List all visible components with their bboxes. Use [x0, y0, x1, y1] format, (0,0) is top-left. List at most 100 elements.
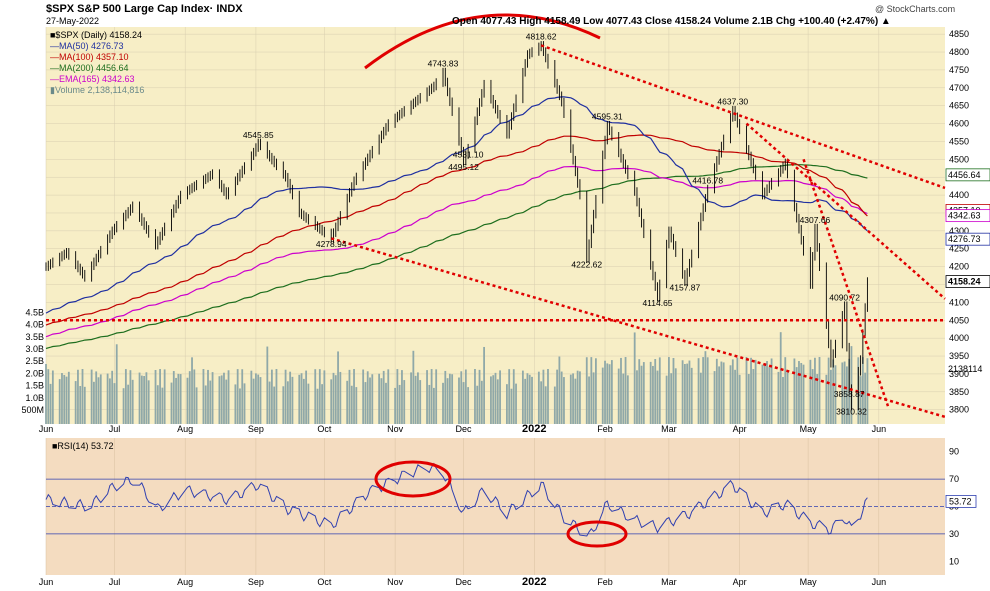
volume-bar — [209, 380, 212, 424]
volume-bar — [754, 359, 757, 424]
volume-bar — [834, 365, 837, 424]
volume-bar — [745, 357, 748, 424]
volume-bar — [97, 377, 100, 424]
volume-bar — [718, 366, 721, 424]
volume-bar — [435, 369, 438, 424]
rsi-value-box — [945, 495, 977, 508]
price-month-label: Dec — [456, 424, 473, 434]
volume-bar — [451, 374, 454, 424]
volume-bar — [464, 369, 467, 424]
price-annotation: 4307.66 — [800, 215, 831, 225]
volume-bar — [798, 361, 800, 424]
volume-bar — [786, 371, 789, 424]
volume-bar — [204, 385, 207, 424]
price-month-label: Sep — [248, 424, 264, 434]
volume-bar — [414, 375, 417, 424]
price-annotation: 4222.62 — [571, 259, 602, 269]
volume-bar — [193, 369, 196, 424]
volume-bar — [574, 378, 577, 424]
volume-bar — [722, 362, 725, 424]
volume-tick-label: 4.0B — [25, 320, 44, 330]
price-annotation: 3858.87 — [834, 389, 865, 399]
price-annotation: 3810.32 — [836, 407, 867, 417]
volume-bar — [729, 365, 732, 424]
price-value-box — [945, 209, 990, 223]
price-value-label: 4342.63 — [948, 211, 981, 221]
legend-ma200: —MA(200) 4456.64 — [50, 63, 129, 73]
volume-bar — [674, 368, 677, 424]
price-value-label: 4158.24 — [948, 277, 981, 287]
volume-bar — [617, 368, 620, 424]
volume-bar — [321, 384, 323, 424]
volume-bar — [202, 369, 205, 424]
volume-bar — [706, 357, 709, 424]
rsi-tick-label: 90 — [949, 447, 959, 457]
volume-bar — [61, 373, 63, 424]
volume-bar — [506, 384, 508, 424]
volume-bar — [704, 351, 707, 424]
volume-bar — [412, 350, 415, 424]
volume-bar — [843, 361, 846, 424]
volume-bar — [140, 375, 143, 424]
volume-bar — [90, 369, 93, 424]
volume-bar — [841, 362, 844, 424]
volume-tick-label: 1.5B — [25, 381, 44, 391]
rsi-tick-label: 10 — [949, 556, 959, 566]
trendline — [802, 158, 890, 407]
price-month-label: Jul — [109, 424, 121, 434]
volume-bar — [521, 370, 524, 424]
volume-bar — [444, 370, 447, 424]
volume-bar — [51, 370, 54, 424]
axis-labels: 3800385039003950400040504100415042004250… — [21, 29, 990, 588]
volume-bar — [207, 369, 209, 424]
volume-bar — [225, 379, 228, 424]
volume-bar — [462, 382, 465, 424]
volume-bar — [731, 359, 734, 424]
volume-bar — [430, 369, 433, 424]
legend-price: ■$SPX (Daily) 4158.24 — [50, 30, 142, 40]
price-tick-label: 4550 — [949, 136, 969, 146]
price-annotation: 4157.87 — [670, 283, 701, 293]
volume-bar — [323, 370, 326, 424]
volume-bar — [594, 358, 597, 424]
volume-bar — [330, 379, 333, 424]
price-tick-label: 4000 — [949, 333, 969, 343]
volume-tick-label: 2.5B — [25, 356, 44, 366]
volume-bar — [542, 369, 545, 424]
ma100-line — [45, 134, 868, 326]
price-value-box — [945, 168, 990, 182]
volume-bar — [747, 374, 750, 424]
overbought-circle — [374, 460, 452, 498]
volume-bar — [702, 357, 705, 424]
volume-bar — [448, 373, 451, 424]
volume-bar — [282, 386, 285, 424]
price-annotation: 4278.94 — [316, 239, 347, 249]
volume-bar — [339, 371, 342, 424]
volume-bar — [147, 380, 150, 424]
price-annotation: 4531.10 — [453, 150, 484, 160]
volume-bar — [480, 380, 483, 424]
rsi-month-label: 2022 — [522, 576, 546, 588]
volume-bar — [809, 359, 812, 424]
volume-bar — [540, 381, 543, 424]
volume-tick-label: 3.0B — [25, 344, 44, 354]
volume-bar — [115, 344, 118, 424]
volume-bar — [688, 360, 691, 424]
price-value-label: 2138114 — [948, 364, 982, 374]
volume-bar — [47, 369, 50, 424]
chart-title: $SPX S&P 500 Large Cap Index· INDX — [46, 3, 243, 15]
volume-bar — [697, 358, 700, 424]
price-tick-label: 4500 — [949, 154, 969, 164]
volume-bar — [179, 374, 182, 424]
volume-bar — [122, 388, 125, 424]
volume-bar — [284, 369, 287, 424]
volume-bar — [460, 371, 463, 424]
volume-bar — [713, 371, 716, 424]
volume-bar — [811, 369, 814, 424]
volume-bar — [74, 381, 77, 424]
volume-bar — [131, 379, 134, 424]
volume-bar — [624, 357, 627, 424]
volume-bar — [827, 357, 830, 424]
volume-bar — [143, 376, 146, 424]
volume-bar — [782, 376, 784, 424]
